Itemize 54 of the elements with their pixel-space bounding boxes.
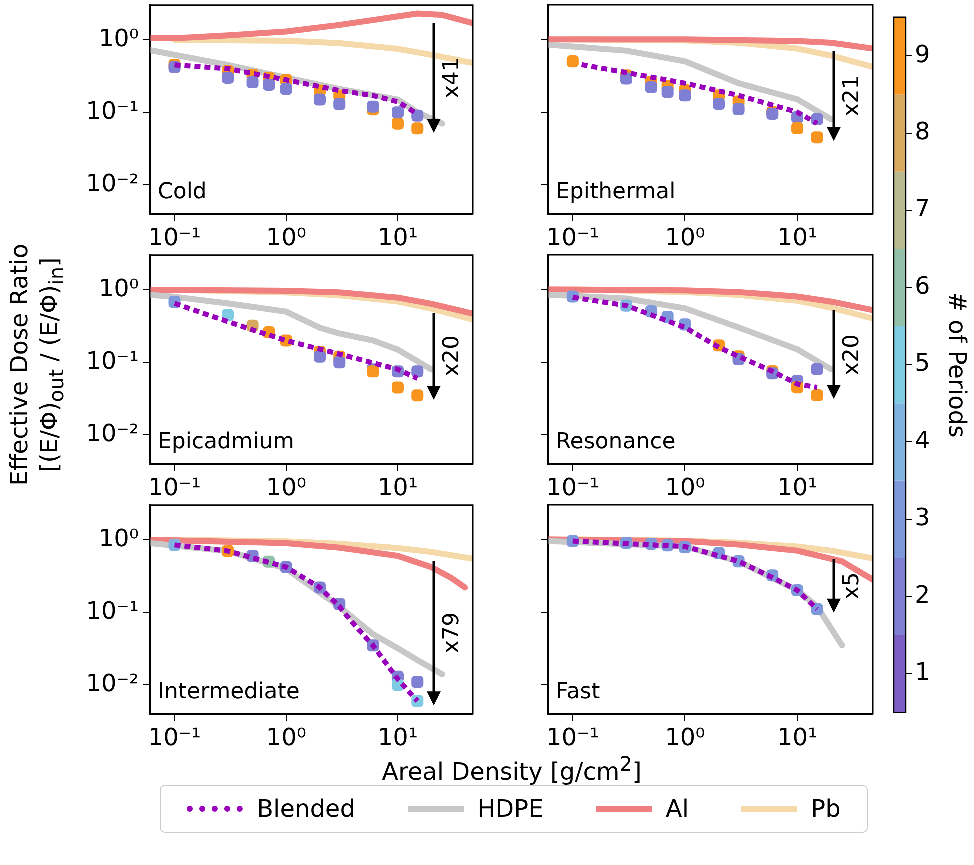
x-tick-label: 10¹ [777, 724, 818, 752]
x-tick-label: 10⁻¹ [148, 224, 202, 252]
annotation: x5 [840, 572, 864, 600]
annotation: x21 [840, 76, 864, 117]
color-bar-title: # of Periods [943, 292, 972, 438]
color-bar-label: 3 [915, 504, 930, 532]
y-tick-label: 10⁰ [98, 274, 139, 302]
text: Epicadmium [158, 430, 294, 455]
x-tick-label: 10¹ [378, 474, 418, 502]
legend-label: Al [666, 795, 689, 823]
color-bar-label: 7 [915, 194, 930, 223]
text: Cold [158, 180, 207, 205]
x-tick-label: 10¹ [378, 724, 418, 752]
x-tick-label: 10⁻¹ [546, 724, 600, 752]
x-tick-label: 10⁻¹ [148, 474, 202, 502]
x-tick-label: 10⁰ [665, 474, 706, 502]
color-bar-label: 9 [915, 40, 930, 68]
y-tick-label: 10⁻¹ [86, 96, 139, 125]
text: Epithermal [556, 180, 676, 205]
legend-label: HDPE [478, 795, 544, 823]
annotation: x20 [840, 334, 864, 376]
x-tick-label: 10⁰ [665, 724, 706, 752]
color-bar-label: 8 [915, 118, 930, 146]
x-axis-title: Areal Density [g/cm$^{2}$] [381, 752, 643, 786]
x-tick-label: 10⁻¹ [148, 724, 202, 752]
color-bar-label: 2 [915, 580, 930, 609]
color-bar-label: 4 [915, 426, 930, 454]
color-bar-label: 5 [915, 349, 930, 378]
y-tick-label: 10⁻² [86, 419, 139, 448]
x-tick-label: 10¹ [777, 224, 818, 252]
y-tick-label: 10⁻¹ [86, 346, 139, 375]
annotation: x20 [440, 336, 465, 377]
x-tick-label: 10⁻¹ [546, 224, 600, 252]
annotation: x79 [440, 612, 465, 654]
x-tick-label: 10⁰ [266, 224, 306, 252]
color-bar-label: 1 [915, 658, 930, 686]
color-bar-label: 6 [915, 272, 930, 300]
legend-label: Pb [811, 795, 841, 823]
text: Fast [556, 680, 601, 705]
y-tick-label: 10⁰ [98, 24, 139, 52]
text: Resonance [556, 430, 676, 455]
y-tick-label: 10⁻² [86, 669, 139, 698]
x-tick-label: 10¹ [777, 474, 818, 502]
x-tick-label: 10¹ [378, 224, 418, 252]
y-tick-label: 10⁻¹ [86, 596, 139, 625]
y-tick-label: 10⁻² [86, 169, 139, 198]
legend-label: Blended [257, 795, 356, 823]
text: Intermediate [158, 680, 300, 705]
y-tick-label: 10⁰ [98, 524, 139, 552]
x-tick-label: 10⁰ [665, 224, 706, 252]
x-tick-label: 10⁻¹ [546, 474, 600, 502]
annotation: x41 [440, 57, 465, 98]
x-tick-label: 10⁰ [266, 474, 306, 502]
x-tick-label: 10⁰ [266, 724, 306, 752]
